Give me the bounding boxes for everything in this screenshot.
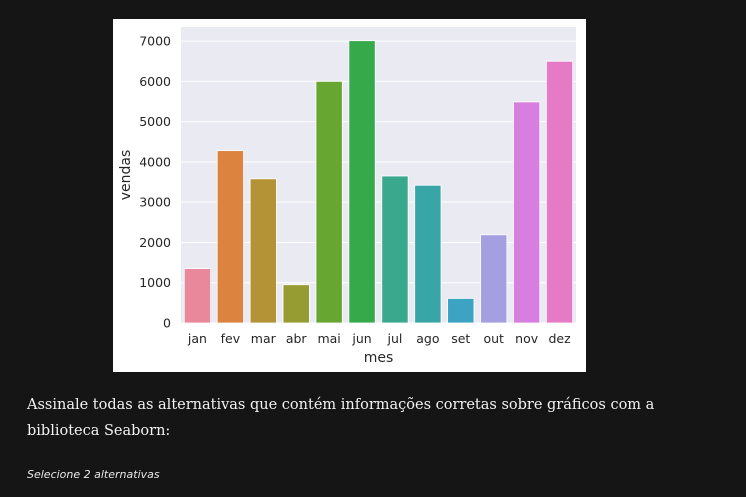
bar-chart: 0 1000 2000 3000 4000 5000 6000 7000 jan fev mar ab… (118, 27, 576, 366)
x-tick-label: jul (387, 331, 403, 346)
bar-mai (315, 80, 343, 324)
y-tick-label: 5000 (139, 114, 171, 129)
y-tick-label: 4000 (139, 154, 171, 169)
x-tick-label: mai (317, 331, 340, 346)
x-tick-label: jun (351, 331, 371, 346)
y-tick-label: 3000 (139, 195, 171, 210)
chart-image: 0 1000 2000 3000 4000 5000 6000 7000 jan fev mar ab… (113, 19, 586, 372)
bar-nov (513, 101, 541, 324)
bar-ago (414, 184, 442, 324)
question-text: Assinale todas as alternativas que conté… (27, 397, 655, 439)
bar-jul (381, 175, 409, 324)
y-tick-label: 7000 (139, 34, 171, 49)
x-tick-label: out (483, 331, 504, 346)
bar-jun (348, 40, 376, 324)
x-tick-label: dez (548, 331, 571, 346)
x-tick-label: abr (286, 331, 308, 346)
selection-hint: Selecione 2 alternativas (27, 468, 160, 481)
y-tick-label: 0 (163, 316, 171, 331)
x-tick-label: jan (187, 331, 207, 346)
bar-dez (545, 60, 574, 324)
bar-set (447, 298, 475, 324)
y-tick-label: 1000 (139, 275, 171, 290)
y-tick-label: 6000 (139, 74, 171, 89)
bar-fev (216, 150, 244, 324)
bar-mar (249, 178, 277, 324)
y-axis-label: vendas (118, 150, 134, 201)
x-tick-label: mar (251, 331, 277, 346)
bar-abr (282, 284, 310, 324)
x-tick-label: set (451, 331, 470, 346)
bar-out (480, 234, 508, 324)
x-axis-label: mes (364, 350, 394, 366)
bar-jan (183, 268, 212, 324)
y-tick-label: 2000 (139, 235, 171, 250)
x-tick-label: nov (515, 331, 539, 346)
plot-area (181, 27, 576, 323)
x-tick-label: ago (416, 331, 439, 346)
x-tick-label: fev (221, 331, 241, 346)
